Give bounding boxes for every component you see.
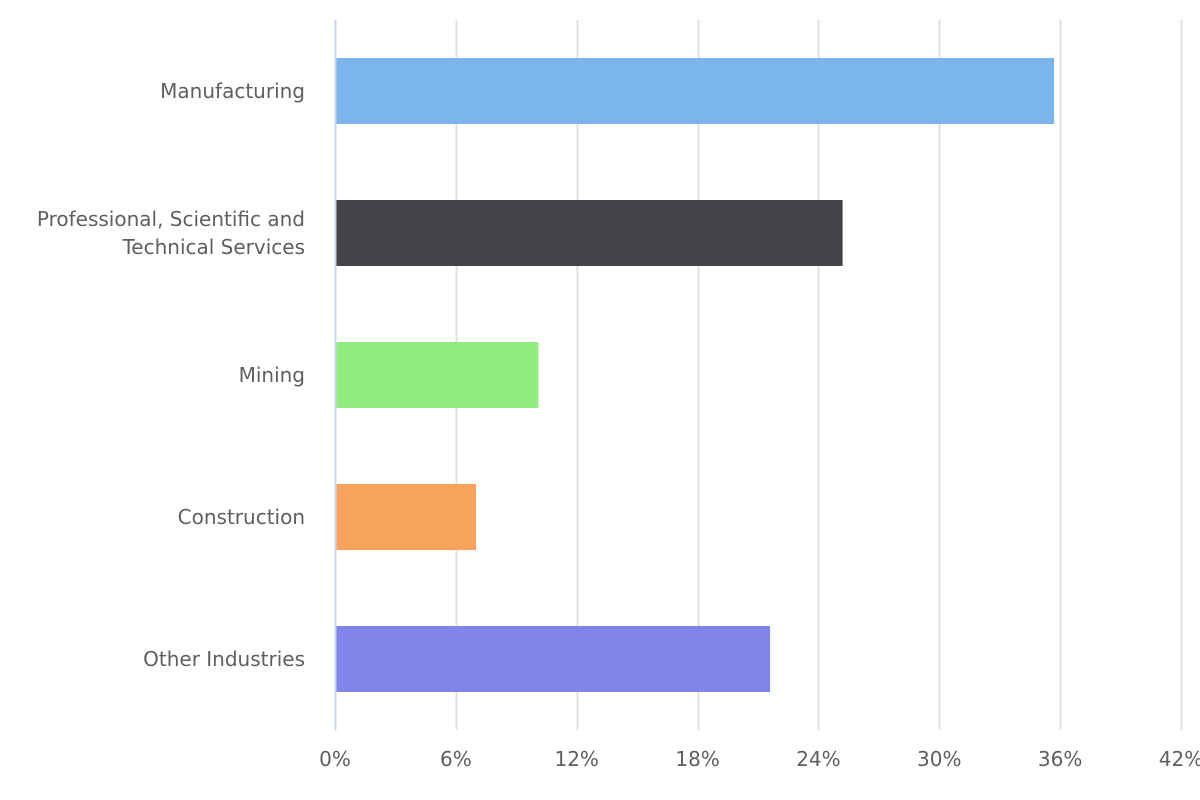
category-label: Technical Services [121,235,305,259]
x-tick-label: 6% [440,747,472,771]
category-labels: Manufacturing Professional, Scientific an… [37,79,305,671]
x-tick-labels: 0% 6% 12% 18% 24% 30% 36% 42% [319,747,1200,771]
x-tick-label: 42% [1159,747,1200,771]
category-label: Manufacturing [160,79,305,103]
bar[interactable] [336,342,539,408]
bar[interactable] [336,484,476,550]
bar[interactable] [336,626,771,692]
category-label: Professional, Scientific and [37,207,305,231]
x-tick-label: 18% [675,747,719,771]
bars [336,58,1055,692]
x-tick-label: 12% [554,747,598,771]
x-tick-label: 24% [796,747,840,771]
bar[interactable] [336,200,843,266]
x-tick-label: 36% [1038,747,1082,771]
x-tick-label: 30% [917,747,961,771]
category-label: Other Industries [143,647,305,671]
category-label: Mining [239,363,305,387]
bar[interactable] [336,58,1055,124]
category-label: Construction [178,505,305,529]
x-tick-label: 0% [319,747,351,771]
grid-lines [455,20,1183,730]
